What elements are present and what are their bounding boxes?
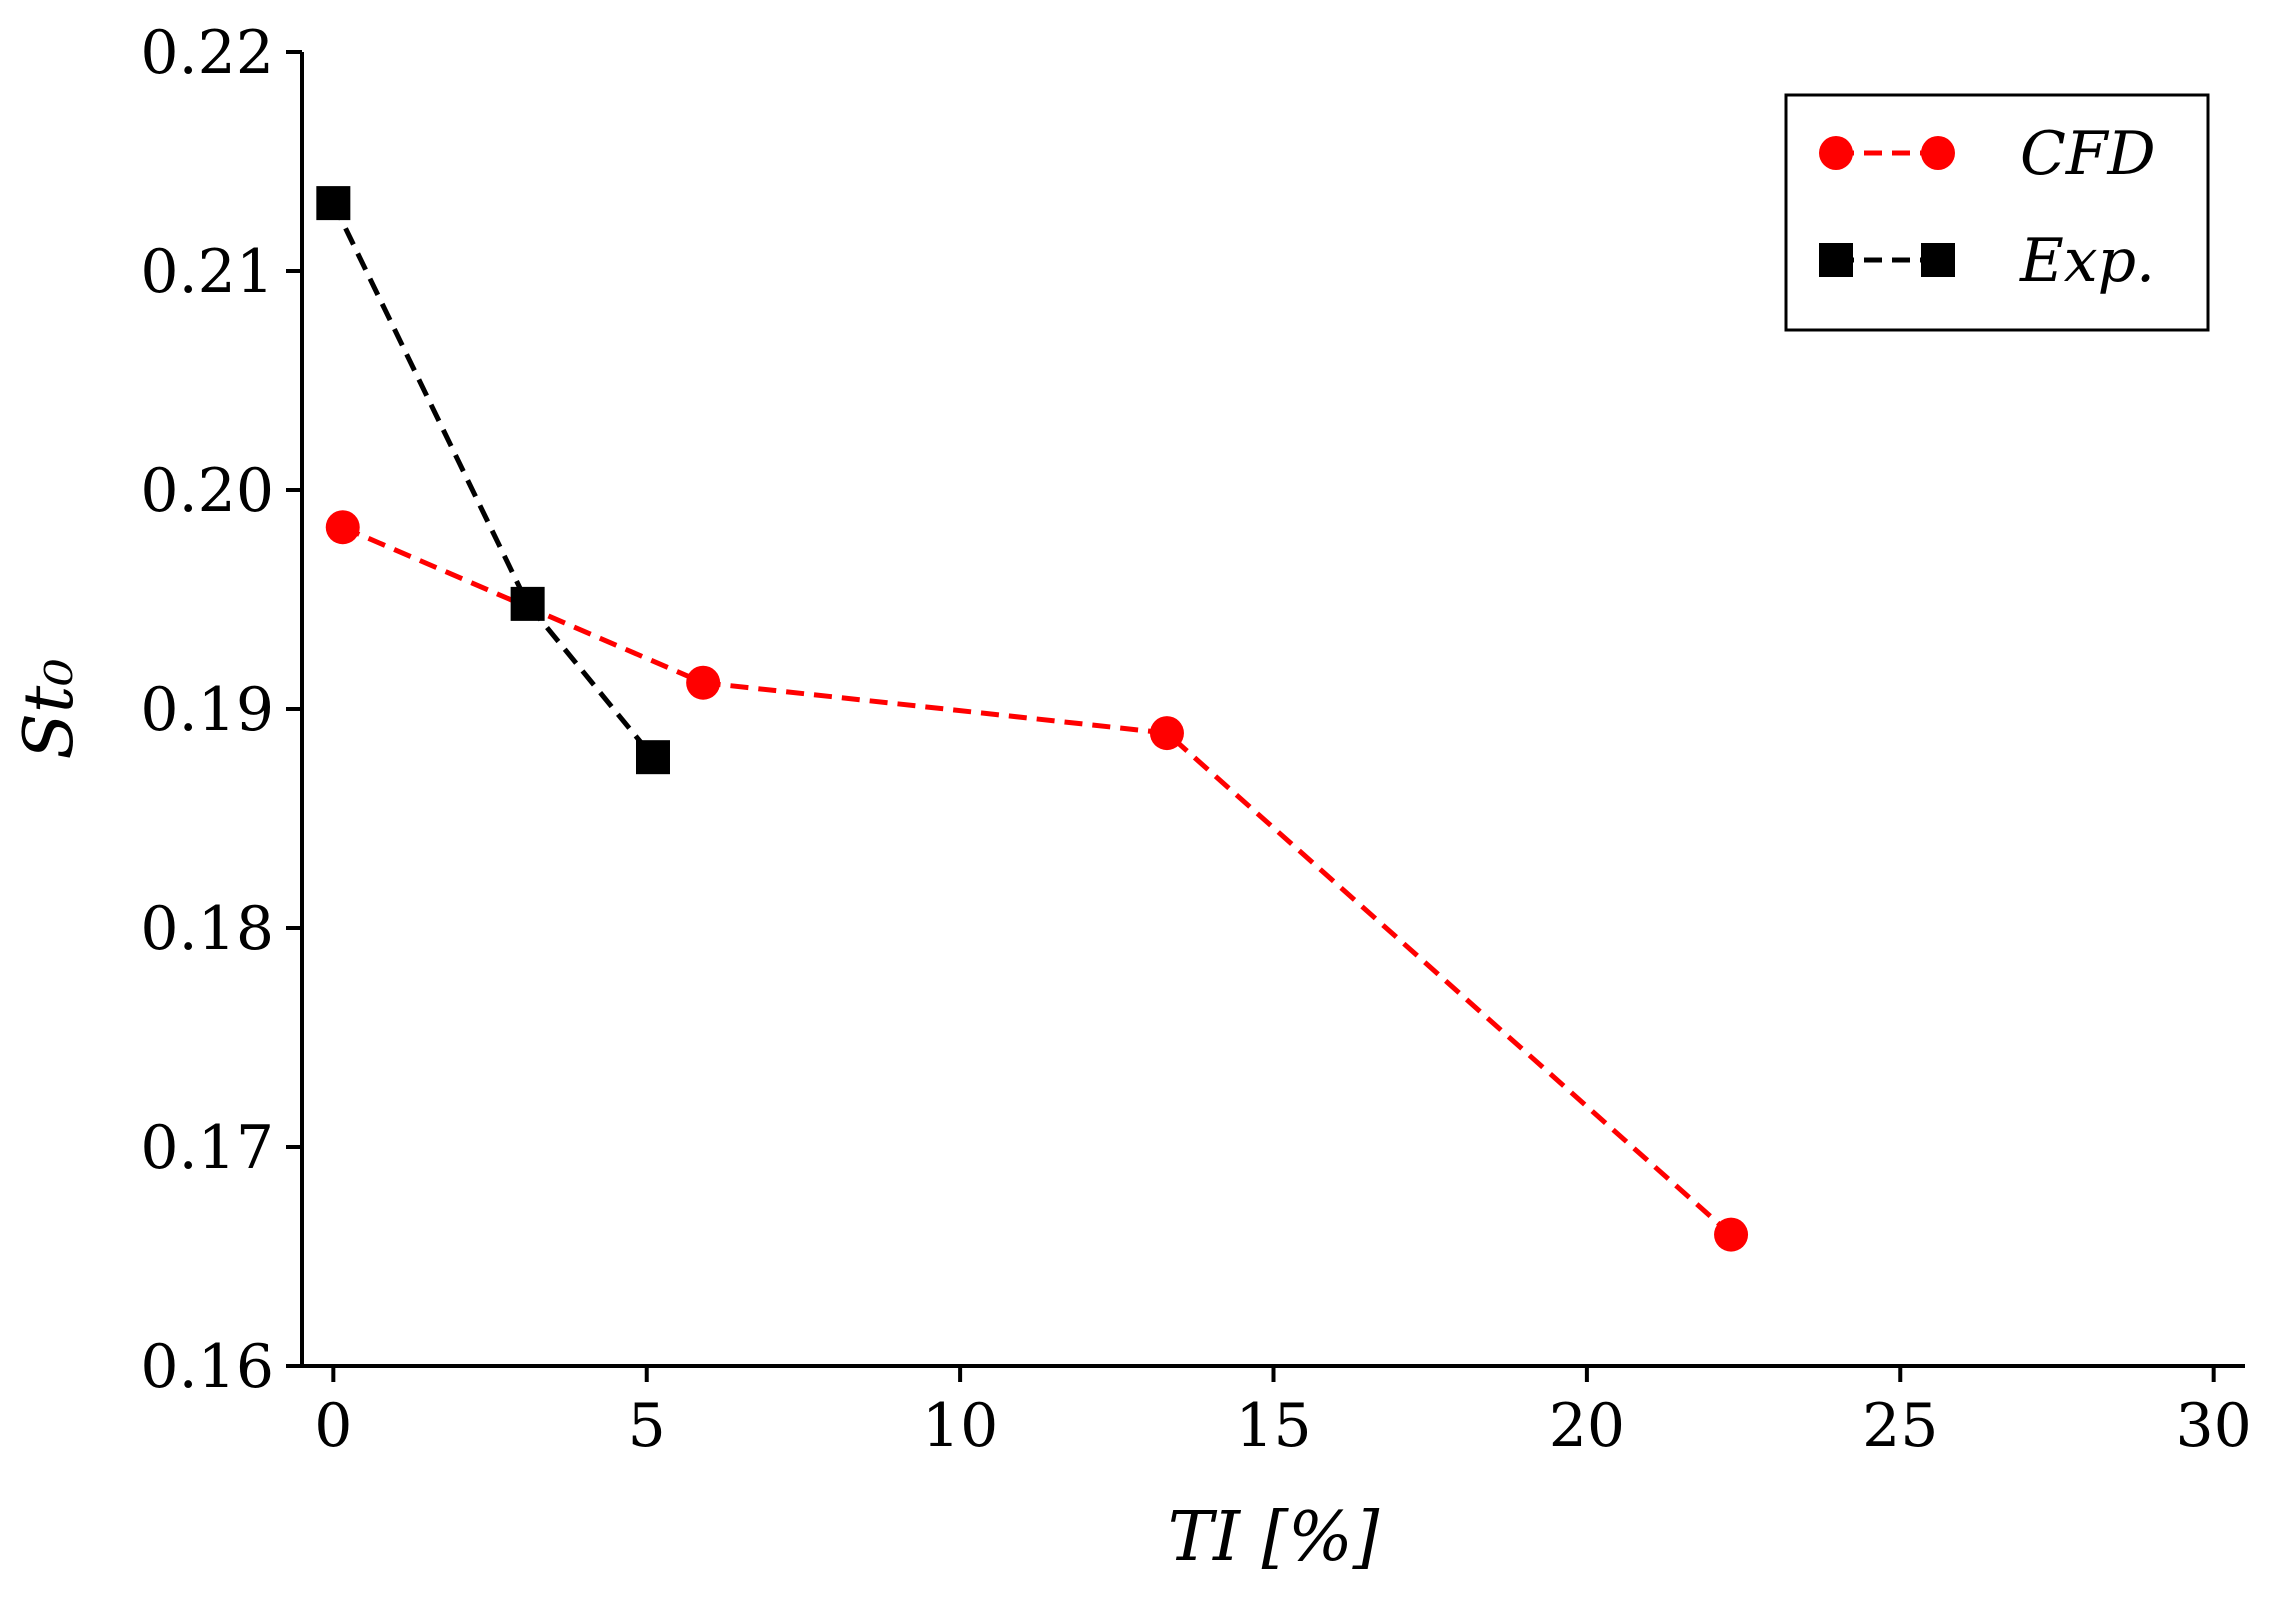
data-point-circle — [325, 510, 360, 545]
legend: CFD Exp. — [1784, 93, 2210, 332]
y-tick-label: 0.22 — [140, 18, 274, 88]
y-axis-title: St₀ — [10, 658, 89, 759]
legend-marker-circle — [1819, 136, 1853, 170]
data-point-square — [316, 186, 351, 221]
y-tick-label: 0.17 — [140, 1113, 274, 1183]
legend-label: CFD — [2020, 119, 2156, 189]
legend-marker-circle — [1921, 136, 1955, 170]
x-tick-label: 5 — [628, 1391, 666, 1461]
data-point-square — [635, 740, 670, 775]
x-axis-title: TI [%] — [1168, 1498, 1380, 1577]
y-tick-label: 0.21 — [140, 237, 274, 307]
x-tick-label: 30 — [2175, 1391, 2251, 1461]
x-tick-label: 20 — [1549, 1391, 1625, 1461]
y-tick-label: 0.18 — [140, 894, 274, 964]
legend-marker-square — [1921, 243, 1955, 277]
y-tick-label: 0.16 — [140, 1332, 274, 1402]
y-tick-label: 0.19 — [140, 675, 274, 745]
legend-box — [1784, 93, 2210, 332]
series-layer — [316, 186, 1749, 1252]
data-point-square — [510, 586, 545, 621]
legend-marker-square — [1819, 243, 1853, 277]
series-line-exp — [331, 202, 655, 759]
data-point-circle — [1149, 716, 1184, 751]
y-tick-label: 0.20 — [140, 456, 274, 526]
legend-label: Exp. — [2019, 226, 2155, 296]
data-point-circle — [686, 665, 721, 700]
axes: 0 5 10 15 20 25 30 0.16 0.17 0.18 0.19 0.20 0.21 0.22… — [10, 18, 2252, 1577]
x-tick-label: 25 — [1862, 1391, 1938, 1461]
data-point-circle — [1714, 1217, 1749, 1252]
x-tick-label: 10 — [922, 1391, 998, 1461]
x-tick-label: 0 — [314, 1391, 352, 1461]
x-tick-label: 15 — [1235, 1391, 1311, 1461]
